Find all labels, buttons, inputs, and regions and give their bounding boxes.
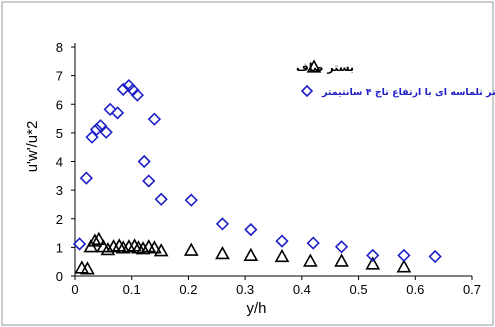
x-axis-label: y/h [246, 300, 266, 317]
data-point-series-2 [89, 122, 104, 137]
y-tick-label: 4 [56, 155, 63, 170]
data-point-series-2 [110, 106, 125, 120]
data-point-series-1 [91, 231, 107, 245]
data-point-series-1 [215, 246, 230, 260]
y-axis-label: u'w'/u*2 [24, 121, 41, 173]
y-tick-label: 1 [56, 240, 63, 255]
data-point-series-1 [243, 247, 259, 261]
data-point-series-2 [366, 248, 380, 263]
y-tick-label: 5 [56, 126, 63, 141]
y-tick-label: 6 [56, 97, 63, 112]
data-point-series-1 [131, 240, 146, 254]
x-tick-label: 0.7 [463, 282, 481, 297]
data-point-series-2 [85, 130, 99, 144]
legend-label-series-2: بستر تلماسه ای با ارتفاع تاج ۴ سانتیمتر [321, 87, 495, 98]
data-point-series-2 [142, 174, 156, 188]
data-point-series-1 [111, 238, 127, 252]
data-point-series-1 [135, 241, 151, 255]
data-point-series-1 [153, 243, 169, 257]
x-tick-label: 0.1 [123, 282, 141, 297]
data-point-series-2 [184, 193, 198, 207]
data-point-series-1 [396, 259, 412, 273]
axes: 0 0.1 0.2 0.3 0.4 0.5 0.6 0.7 0 1 2 3 4 5 6 7 8 y/h u'w'/u… [24, 40, 481, 317]
x-tick-label: 0.4 [293, 282, 311, 297]
data-point-series-2 [306, 236, 320, 250]
x-tick-label: 0.6 [406, 282, 424, 297]
data-point-series-1 [303, 253, 318, 267]
data-point-series-2 [116, 82, 130, 96]
data-point-series-1 [334, 253, 349, 267]
y-tick-label: 0 [56, 269, 63, 284]
legend-label-series-1: بستر صاف [296, 61, 354, 74]
x-tick-label: 0.2 [179, 282, 197, 297]
data-point-series-2 [137, 154, 151, 169]
data-point-series-1 [147, 240, 162, 254]
data-point-series-2 [154, 192, 168, 206]
y-tick-label: 3 [56, 183, 63, 198]
data-point-series-2 [79, 171, 93, 185]
x-tick-label: 0 [71, 282, 78, 297]
y-tick-label: 2 [56, 212, 63, 227]
y-tick-label: 8 [56, 40, 63, 55]
legend-marker-series-2 [300, 84, 314, 98]
data-point-series-2 [428, 249, 442, 264]
data-point-series-2 [244, 222, 258, 237]
data-marks [72, 79, 442, 275]
data-point-series-2 [397, 248, 411, 263]
data-point-series-1 [274, 248, 290, 263]
x-tick-label: 0.3 [236, 282, 254, 297]
data-point-series-1 [115, 240, 131, 254]
data-point-series-1 [183, 242, 199, 256]
data-point-series-1 [365, 256, 381, 270]
data-point-series-1 [87, 233, 103, 247]
x-tick-label: 0.5 [350, 282, 368, 297]
data-point-series-2 [103, 102, 117, 117]
data-point-series-2 [93, 119, 108, 133]
data-point-series-1 [100, 242, 116, 256]
data-point-series-2 [334, 240, 349, 254]
data-point-series-1 [127, 238, 142, 252]
data-point-series-1 [80, 261, 95, 275]
data-point-series-2 [99, 125, 113, 139]
data-point-series-2 [130, 88, 145, 102]
y-tick-label: 7 [56, 69, 63, 84]
data-point-series-2 [215, 217, 230, 231]
data-point-series-2 [72, 237, 87, 251]
data-point-series-2 [275, 234, 289, 248]
data-point-series-2 [147, 112, 162, 126]
legend: بستر صاف بستر تلماسه ای با ارتفاع تاج ۴ س… [296, 59, 495, 98]
legend-marker-series-1 [306, 59, 322, 73]
